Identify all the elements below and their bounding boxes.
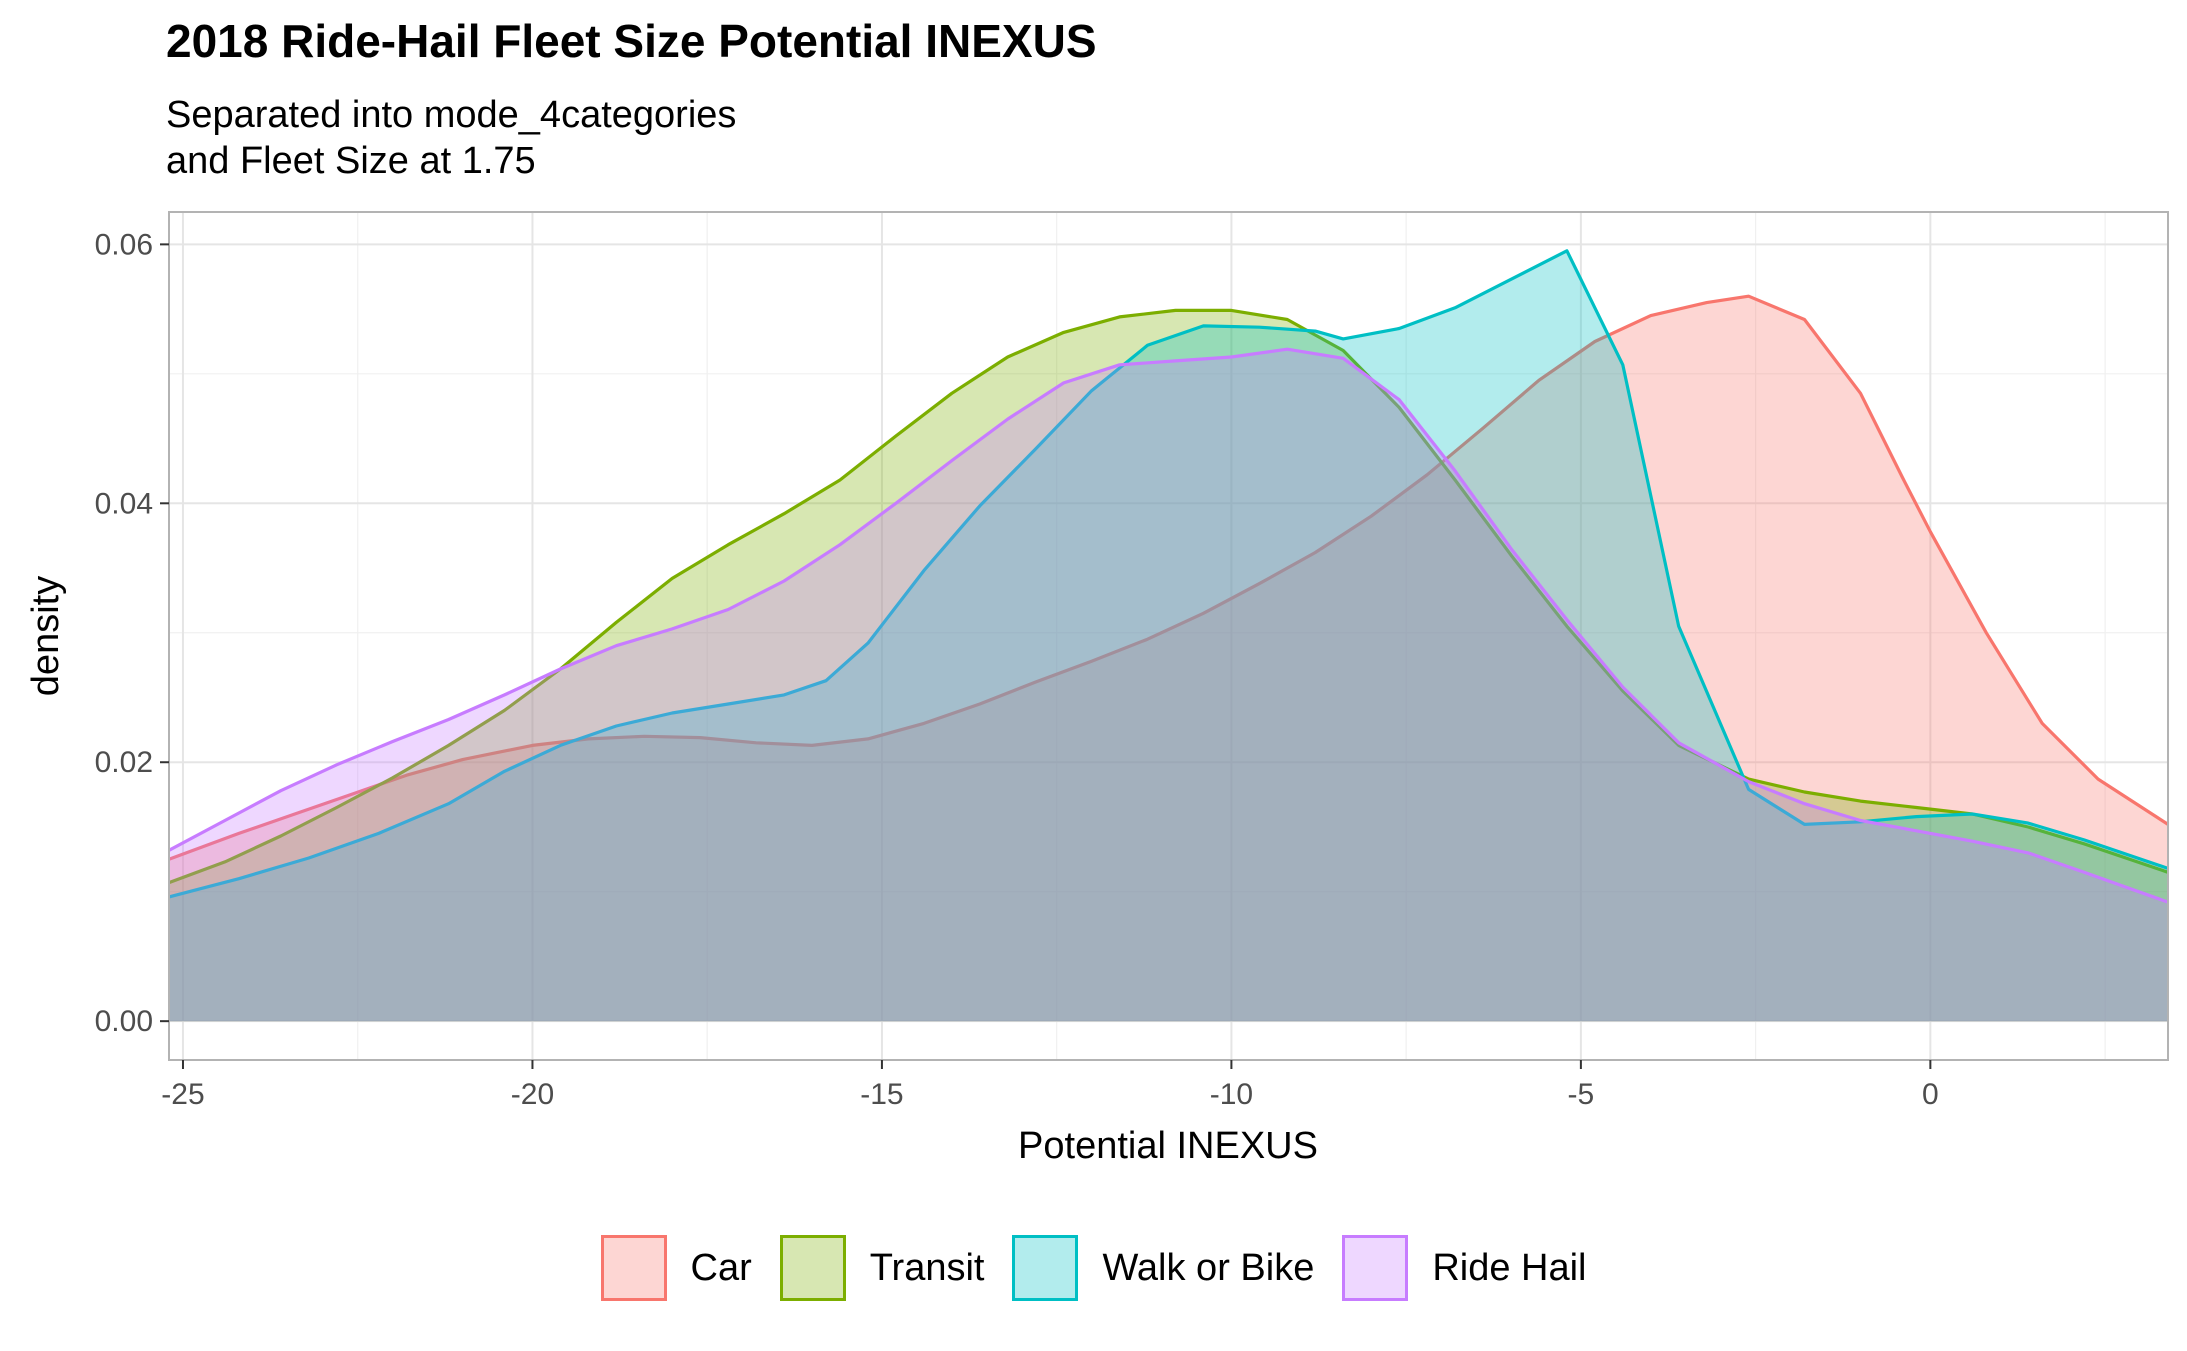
x-tick-label: -10 — [1210, 1078, 1253, 1111]
y-tick-label: 0.02 — [95, 746, 153, 779]
y-tick-label: 0.04 — [95, 487, 153, 520]
legend-key-ride-hail — [1342, 1235, 1409, 1301]
y-tick-label: 0.06 — [95, 228, 153, 261]
x-axis-tick-labels: -25 -20 -15 -10 -5 0 — [161, 1078, 1938, 1111]
x-tick-label: -15 — [860, 1078, 903, 1111]
major-grid — [169, 212, 2168, 1060]
x-tick-label: 0 — [1922, 1078, 1939, 1111]
legend-item-walk-or-bike: Walk or Bike — [1012, 1235, 1314, 1301]
line-walk-or-bike — [168, 249, 2169, 899]
x-axis-title: Potential INEXUS — [1018, 1125, 1318, 1167]
legend-key-walk-or-bike — [1012, 1235, 1079, 1301]
legend: Car Transit Walk or Bike Ride Hail — [0, 1235, 2187, 1301]
minor-grid — [169, 212, 2168, 1060]
y-axis-tick-labels: 0.00 0.02 0.04 0.06 — [95, 228, 153, 1038]
area-transit — [169, 310, 2168, 1022]
plot-panel-border — [168, 211, 2169, 1061]
line-car — [168, 294, 2169, 861]
legend-label-ride-hail: Ride Hail — [1432, 1246, 1587, 1289]
line-transit — [168, 308, 2169, 885]
legend-label-car: Car — [690, 1246, 752, 1289]
axis-ticks — [160, 243, 1932, 1069]
x-tick-label: -5 — [1568, 1078, 1595, 1111]
x-tick-label: -25 — [161, 1078, 204, 1111]
area-walk-or-bike — [169, 250, 2168, 1022]
chart-subtitle: Separated into mode_4categories and Flee… — [166, 94, 737, 182]
legend-item-transit: Transit — [779, 1235, 985, 1301]
x-tick-label: -20 — [511, 1078, 554, 1111]
plot-panel-background — [169, 212, 2168, 1060]
density-areas — [168, 249, 2169, 1022]
legend-item-ride-hail: Ride Hail — [1342, 1235, 1587, 1301]
legend-label-transit: Transit — [869, 1246, 985, 1289]
line-ride-hail — [168, 347, 2169, 904]
legend-item-car: Car — [600, 1235, 752, 1301]
legend-key-transit — [779, 1235, 846, 1301]
legend-key-car — [600, 1235, 667, 1301]
area-ride-hail — [169, 349, 2168, 1022]
y-tick-label: 0.00 — [95, 1005, 153, 1038]
chart-title: 2018 Ride-Hail Fleet Size Potential INEX… — [166, 15, 1097, 67]
legend-label-walk-or-bike: Walk or Bike — [1102, 1246, 1315, 1289]
area-car — [169, 296, 2168, 1022]
y-axis-title: density — [25, 576, 67, 696]
